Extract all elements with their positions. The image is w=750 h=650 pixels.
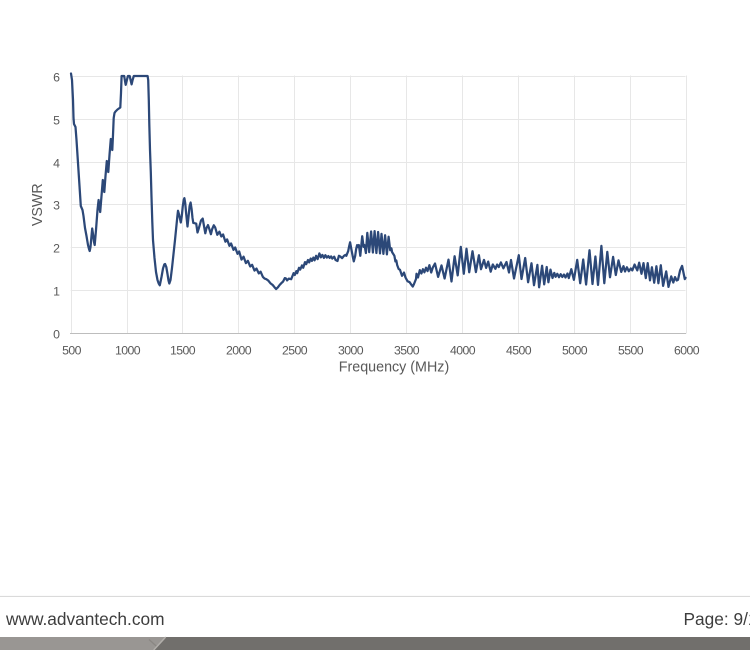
svg-text:2: 2 xyxy=(53,241,60,255)
svg-text:1500: 1500 xyxy=(170,343,196,357)
svg-text:1: 1 xyxy=(53,284,60,298)
svg-text:3: 3 xyxy=(53,198,60,212)
svg-text:1000: 1000 xyxy=(115,343,141,357)
svg-text:4500: 4500 xyxy=(506,343,532,357)
svg-text:Frequency (MHz): Frequency (MHz) xyxy=(339,359,449,375)
svg-text:Page: 9/1: Page: 9/1 xyxy=(684,609,750,629)
svg-text:2000: 2000 xyxy=(226,343,252,357)
svg-text:5500: 5500 xyxy=(618,343,644,357)
svg-text:0: 0 xyxy=(53,327,60,341)
svg-text:6: 6 xyxy=(53,70,60,84)
svg-text:5000: 5000 xyxy=(562,343,588,357)
svg-text:3500: 3500 xyxy=(394,343,420,357)
svg-text:500: 500 xyxy=(62,343,81,357)
svg-text:2500: 2500 xyxy=(282,343,308,357)
svg-text:4000: 4000 xyxy=(450,343,476,357)
svg-text:5: 5 xyxy=(53,113,60,127)
svg-text:VSWR: VSWR xyxy=(30,183,46,226)
svg-text:6000: 6000 xyxy=(674,343,700,357)
svg-text:4: 4 xyxy=(53,156,60,170)
svg-text:3000: 3000 xyxy=(338,343,364,357)
svg-text:www.advantech.com: www.advantech.com xyxy=(5,609,164,629)
